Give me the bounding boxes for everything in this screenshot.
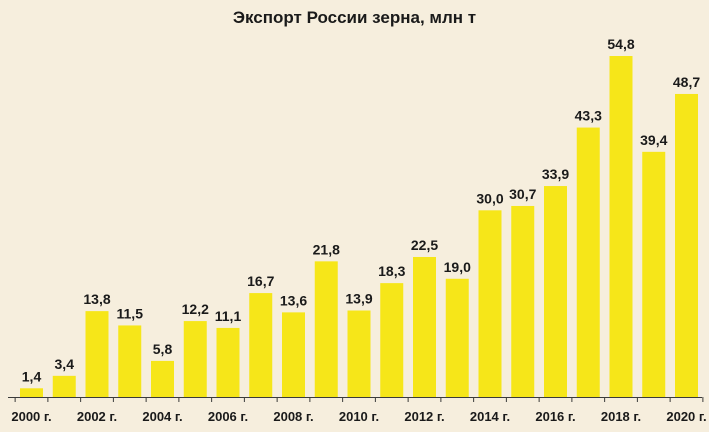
value-label-2010: 13,9 — [345, 291, 372, 307]
bar-2000 — [20, 388, 43, 397]
value-label-2012: 22,5 — [411, 237, 438, 253]
value-label-2005: 12,2 — [182, 301, 209, 317]
value-label-2000: 1,4 — [22, 368, 42, 384]
bar-2002 — [85, 311, 109, 397]
x-tick-label-2020: 2020 г. — [666, 409, 706, 424]
value-label-2009: 21,8 — [313, 241, 340, 257]
bar-2004 — [151, 360, 174, 397]
value-label-2006: 11,1 — [215, 308, 242, 324]
bar-2012 — [413, 256, 436, 397]
bar-2020 — [675, 93, 698, 398]
value-label-2017: 43,3 — [575, 108, 602, 124]
bar-2017 — [576, 127, 600, 397]
value-label-2008: 13,6 — [280, 292, 307, 308]
value-label-2014: 30,0 — [476, 190, 503, 206]
value-label-2001: 3,4 — [55, 356, 75, 372]
bar-2013 — [445, 278, 469, 397]
value-label-2004: 5,8 — [153, 341, 173, 357]
x-tick-label-2016: 2016 г. — [535, 409, 575, 424]
bar-2001 — [52, 375, 76, 397]
bar-2011 — [380, 283, 404, 397]
bar-2019 — [642, 151, 666, 397]
bar-2008 — [282, 312, 305, 397]
bar-2009 — [314, 261, 338, 397]
bar-2014 — [478, 210, 502, 397]
bar-2005 — [183, 321, 207, 397]
value-label-2016: 33,9 — [542, 166, 569, 182]
x-tick-label-2006: 2006 г. — [208, 409, 248, 424]
x-tick-label-2000: 2000 г. — [11, 409, 51, 424]
value-label-2003: 11,5 — [117, 305, 144, 321]
value-label-2018: 54,8 — [607, 36, 634, 52]
x-tick-label-2002: 2002 г. — [77, 409, 117, 424]
x-tick-label-2010: 2010 г. — [339, 409, 379, 424]
bar-2006 — [216, 327, 240, 397]
bar-2015 — [511, 205, 535, 397]
value-label-2002: 13,8 — [83, 291, 110, 307]
x-tick-label-2008: 2008 г. — [273, 409, 313, 424]
value-label-2019: 39,4 — [640, 132, 667, 148]
bar-2007 — [249, 293, 273, 397]
bar-2003 — [118, 325, 142, 397]
x-tick-label-2018: 2018 г. — [601, 409, 641, 424]
bar-2010 — [347, 310, 371, 397]
chart-title: Экспорт России зерна, млн т — [232, 8, 477, 27]
value-label-2015: 30,7 — [509, 186, 536, 202]
x-tick-label-2014: 2014 г. — [470, 409, 510, 424]
x-tick-label-2012: 2012 г. — [404, 409, 444, 424]
bar-2018 — [609, 56, 633, 397]
x-tick-label-2004: 2004 г. — [142, 409, 182, 424]
value-label-2011: 18,3 — [378, 263, 405, 279]
value-label-2007: 16,7 — [247, 273, 274, 289]
bar-2016 — [544, 186, 567, 397]
value-label-2013: 19,0 — [444, 259, 471, 275]
value-label-2020: 48,7 — [673, 74, 700, 90]
